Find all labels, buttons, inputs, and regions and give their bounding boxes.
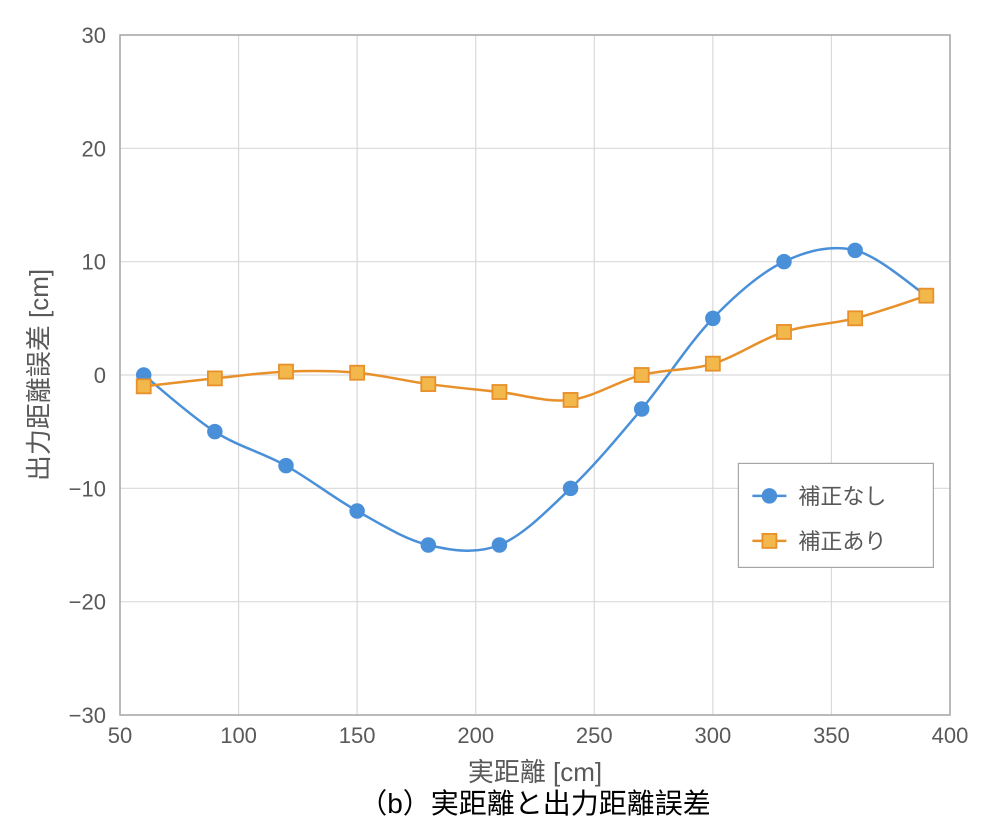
chart-svg: 50 100 150 200 250 300 350 400 −30 −20 −10 0 10 20 30 実… [0, 0, 1000, 825]
data-marker [421, 377, 435, 391]
data-marker [848, 311, 862, 325]
data-marker [492, 538, 506, 552]
legend-label: 補正あり [798, 529, 886, 554]
data-marker [350, 504, 364, 518]
x-tick-label: 400 [932, 723, 969, 748]
data-marker [208, 425, 222, 439]
x-tick-label: 200 [457, 723, 494, 748]
data-marker [635, 368, 649, 382]
data-marker [706, 311, 720, 325]
y-tick-label: 20 [82, 136, 106, 161]
legend-label: 補正なし [798, 484, 886, 509]
x-tick-label: 300 [694, 723, 731, 748]
x-tick-label: 150 [339, 723, 376, 748]
data-marker [706, 357, 720, 371]
data-marker [777, 325, 791, 339]
figure-caption: （b）実距離と出力距離誤差 [359, 788, 711, 819]
data-marker [564, 481, 578, 495]
data-marker [635, 402, 649, 416]
y-tick-label: −30 [69, 703, 106, 728]
data-marker [279, 459, 293, 473]
x-tick-label: 350 [813, 723, 850, 748]
y-axis-title: 出力距離誤差 [cm] [24, 269, 54, 481]
data-marker [208, 371, 222, 385]
x-tick-label: 50 [108, 723, 132, 748]
data-marker [421, 538, 435, 552]
x-tick-label: 250 [576, 723, 613, 748]
x-tick-label: 100 [220, 723, 257, 748]
y-tick-label: 10 [82, 250, 106, 275]
data-marker [777, 255, 791, 269]
x-axis-title: 実距離 [cm] [468, 757, 602, 787]
data-marker [919, 289, 933, 303]
y-tick-label: −10 [69, 476, 106, 501]
data-marker [564, 393, 578, 407]
data-marker [279, 365, 293, 379]
data-marker [848, 243, 862, 257]
chart-container: 50 100 150 200 250 300 350 400 −30 −20 −10 0 10 20 30 実… [0, 0, 1000, 825]
legend: 補正なし補正あり [738, 463, 933, 567]
data-marker [492, 385, 506, 399]
y-tick-label: 30 [82, 23, 106, 48]
data-marker [137, 379, 151, 393]
y-tick-label: 0 [94, 363, 106, 388]
y-tick-label: −20 [69, 590, 106, 615]
data-marker [350, 366, 364, 380]
